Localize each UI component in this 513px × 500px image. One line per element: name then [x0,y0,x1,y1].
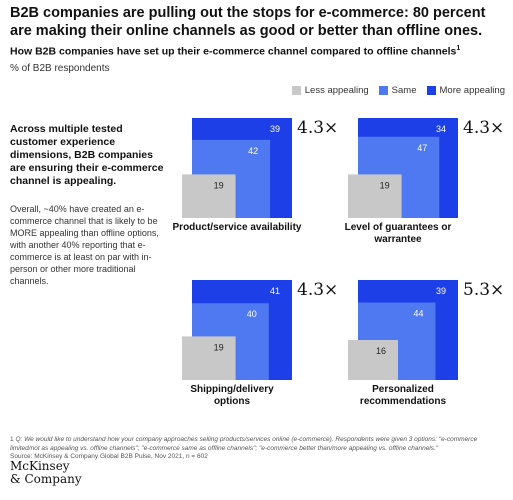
legend-swatch-same [378,86,388,95]
intro-heading: Across multiple tested customer experien… [10,123,164,187]
mckinsey-logo: McKinsey & Company [10,460,82,486]
legend-label-less: Less appealing [304,85,369,96]
footnote: 1 Q: We would like to understand how you… [10,436,505,462]
data-label-more: 39 [270,124,280,134]
legend: Less appealing Same More appealing [291,85,506,96]
multiplier-label: 4.3× [463,118,505,138]
data-label-less: 16 [376,346,386,356]
bar-less-appealing [182,174,236,218]
data-label-more: 34 [436,124,446,134]
chart-title: B2B companies are pulling out the stops … [10,5,486,39]
footnote-question: 1 Q: We would like to understand how you… [10,436,505,453]
footnote-question-text: Q: We would like to understand how your … [10,436,478,452]
legend-item-same: Same [378,85,417,96]
panel-chart-2: 41 40 19 [182,280,292,380]
panel-title: Personalized recommendations [359,384,447,407]
legend-label-more: More appealing [439,85,506,96]
data-label-more: 39 [436,286,446,296]
data-label-same: 42 [248,146,258,156]
panel-guarantees: 34 47 19 Level of guarantees or warrantee [345,118,458,248]
data-label-same: 44 [413,309,423,319]
panel-chart-3: 39 44 16 [348,280,458,380]
multiplier-label: 4.3× [297,280,339,300]
legend-item-less: Less appealing [291,85,369,96]
chart-subtitle: How B2B companies have set up their e-co… [10,45,505,58]
intro-body: Overall, ~40% have created an e-commerce… [10,204,159,286]
data-label-more: 41 [270,286,280,296]
panel-product-availability: 39 42 19 Product/service availability [173,118,301,248]
data-label-same: 40 [247,309,257,319]
bar-less-appealing [182,336,236,380]
data-label-same: 47 [417,143,427,153]
bar-less-appealing [348,174,402,218]
panel-title: Shipping/delivery options [190,384,274,407]
multiplier-label: 5.3× [463,280,505,300]
data-label-less: 19 [214,342,224,352]
subtitle-footnote-mark: 1 [456,45,461,52]
legend-item-more: More appealing [426,85,506,96]
legend-label-same: Same [391,85,417,96]
legend-swatch-less [291,86,301,95]
panel-chart-0: 39 42 19 [182,118,292,218]
panel-chart-1: 34 47 19 [348,118,458,218]
panel-personalized: 39 44 16 Personalized recommendations [348,280,458,410]
logo-line-2: & Company [10,472,82,486]
bar-less-appealing [348,340,398,380]
footnote-source: Source: McKinsey & Company Global B2B Pu… [10,453,208,460]
multiplier-label: 4.3× [297,118,339,138]
panel-title: Product/service availability [172,222,302,233]
data-label-less: 19 [380,180,390,190]
legend-swatch-more [426,86,436,95]
panel-shipping: 41 40 19 Shipping/delivery options [182,280,292,410]
subtitle-text: How B2B companies have set up their e-co… [10,45,457,58]
footnote-mark: 1 [10,436,14,443]
logo-line-1: McKinsey [10,459,70,473]
data-label-less: 19 [214,180,224,190]
unit-label: % of B2B respondents [10,63,110,74]
panel-title: Level of guarantees or warrantee [344,222,452,245]
